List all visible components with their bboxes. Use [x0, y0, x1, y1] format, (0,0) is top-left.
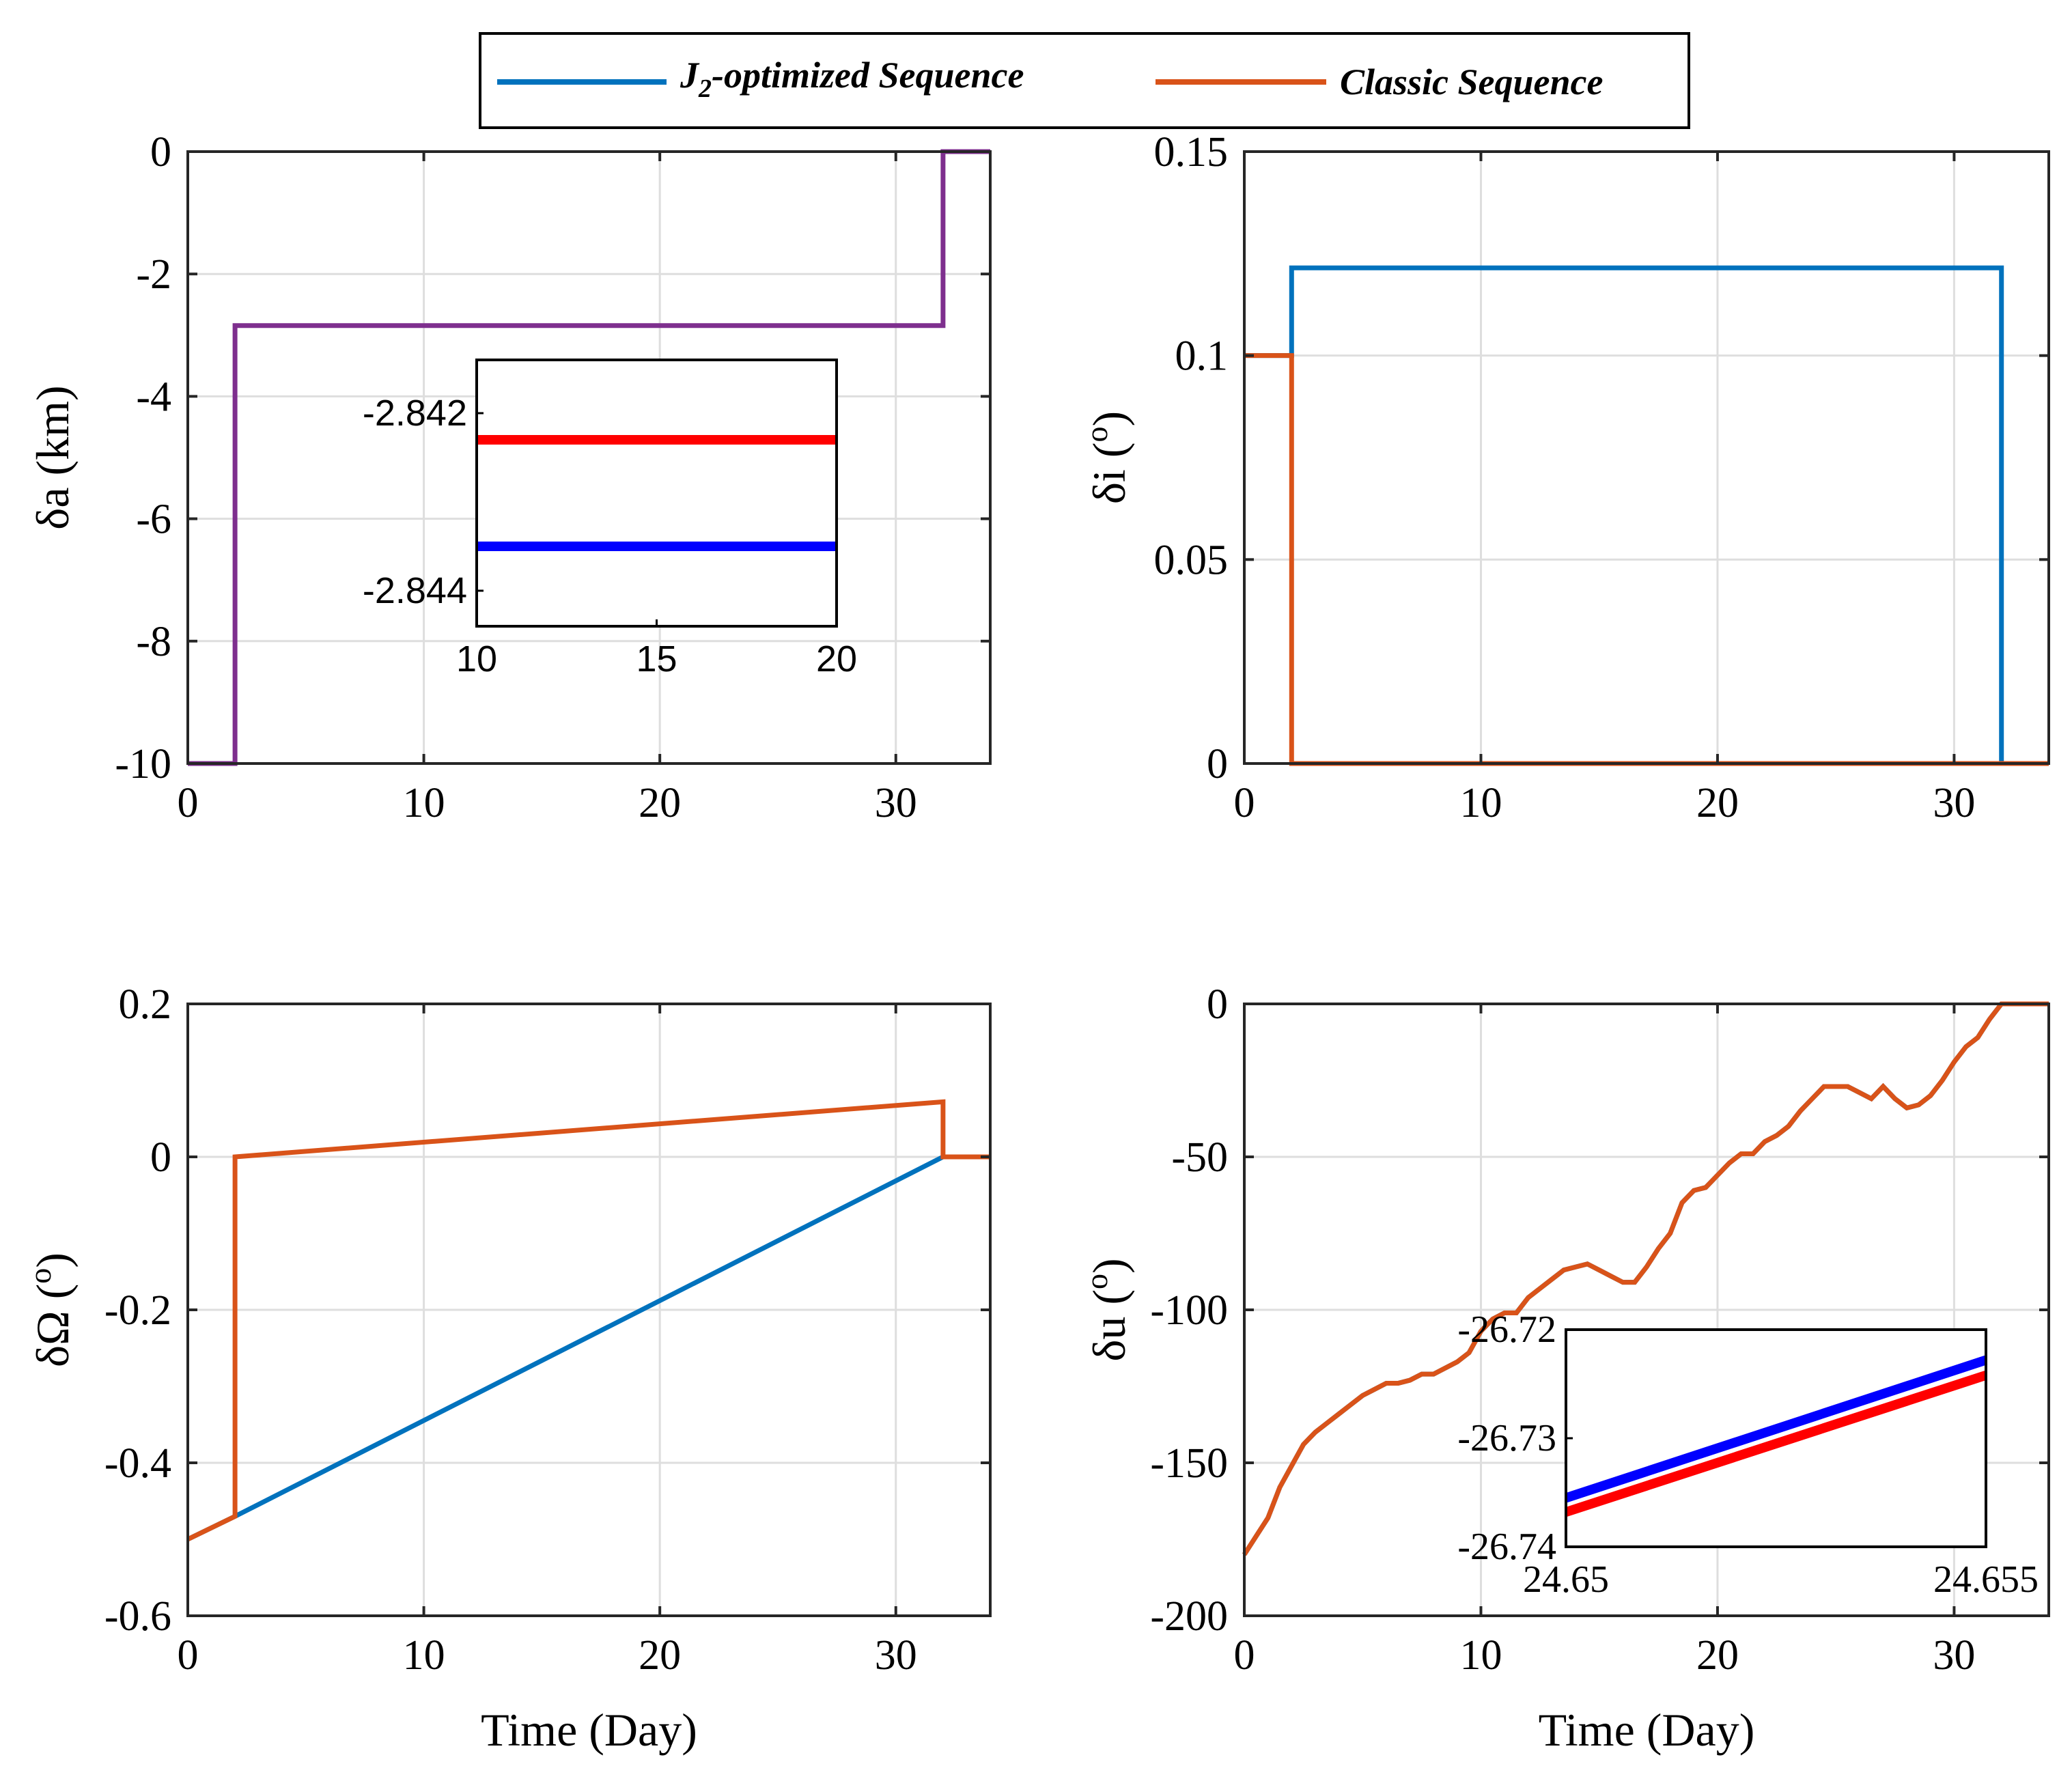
x-tick-label: 30	[875, 1632, 917, 1679]
y-tick-label: -6	[136, 496, 171, 543]
series-line-dOmega-1	[186, 1099, 990, 1542]
x-axis-label-du: Time (Day)	[1539, 1704, 1755, 1756]
x-tick-label: 10	[403, 1632, 445, 1679]
y-tick-label: 0.05	[1154, 537, 1229, 583]
y-tick-label: -50	[1171, 1134, 1228, 1181]
plot-area-di	[1244, 152, 2049, 764]
x-tick-label: 10	[1459, 780, 1502, 826]
inset-x-tick-label: 24.655	[1933, 1558, 2039, 1601]
inset-y-tick-label: -2.844	[363, 570, 467, 611]
legend-box	[479, 32, 1690, 129]
x-tick-label: 20	[1696, 780, 1739, 826]
panel-di: 0 10 20 30 0 0.05 0.1 0.15 δi (o)	[1079, 129, 2050, 826]
series-line-du-1	[1242, 1001, 2049, 1556]
y-tick-label: 0.2	[119, 981, 172, 1028]
y-tick-label: -0.2	[104, 1287, 171, 1334]
inset-x-tick-label: 15	[636, 639, 677, 680]
y-axis-label-di: δi (o)	[1079, 411, 1135, 504]
y-tick-label: -0.6	[104, 1593, 171, 1640]
inset-area-du	[1566, 1330, 1986, 1547]
x-tick-label: 30	[1933, 780, 1975, 826]
inset-y-tick-label: -2.842	[363, 393, 467, 434]
y-tick-label: 0	[150, 1134, 171, 1181]
x-tick-label: 0	[1234, 1632, 1255, 1679]
x-axis-label-dOmega: Time (Day)	[481, 1704, 697, 1756]
y-tick-label: -2	[136, 251, 171, 298]
y-axis-label-da: δa (km)	[27, 385, 79, 529]
x-tick-label: 10	[1459, 1632, 1502, 1679]
x-tick-label: 0	[1234, 780, 1255, 826]
y-axis-label-du: δu (o)	[1079, 1258, 1135, 1361]
inset-x-tick-label: 20	[816, 639, 857, 680]
inset-series-line-du-1	[1564, 1371, 1988, 1517]
axes-box-da	[186, 150, 992, 765]
x-tick-label: 20	[639, 780, 681, 826]
x-tick-label: 20	[639, 1632, 681, 1679]
y-tick-label: -10	[115, 741, 171, 787]
panel-dOmega: 0 10 20 30 -0.6 -0.4 -0.2 0 0.2 δΩ (o) Time (Day)	[23, 981, 992, 1756]
y-tick-label: -100	[1150, 1287, 1228, 1334]
y-tick-label: 0.15	[1154, 129, 1229, 176]
x-tick-label: 20	[1696, 1632, 1739, 1679]
panel-du: 0 10 20 30 -200 -150 -100 -50 0 δu (o) Time (Day) 2…	[1079, 981, 2050, 1756]
inset-y-tick-label: -26.72	[1457, 1308, 1556, 1351]
inset-x-tick-label: 24.65	[1523, 1558, 1609, 1601]
x-tick-label: 30	[875, 780, 917, 826]
inset-y-tick-label: -26.73	[1457, 1417, 1556, 1459]
inset-x-tick-label: 10	[456, 639, 497, 680]
y-tick-label: -150	[1150, 1440, 1228, 1487]
y-tick-label: 0	[1207, 741, 1228, 787]
legend: J2-optimized Sequence Classic Sequence	[479, 32, 1690, 129]
panel-da: 0 10 20 30 -10 -8 -6 -4 -2 0 δa (km) 10 15 20 -2.844 -2…	[27, 129, 992, 826]
y-tick-label: -0.4	[104, 1440, 171, 1487]
axes-box-di	[1243, 150, 2050, 765]
inset-du: 24.65 24.655 -26.74 -26.73 -26.72	[1457, 1308, 2039, 1601]
x-tick-label: 0	[178, 1632, 199, 1679]
x-tick-label: 0	[178, 780, 199, 826]
legend-label-j2: J2-optimized Sequence	[680, 55, 1024, 103]
y-tick-label: -8	[136, 619, 171, 665]
legend-label-classic: Classic Sequence	[1340, 61, 1604, 102]
y-tick-label: -4	[136, 374, 171, 420]
inset-da: 10 15 20 -2.844 -2.842	[363, 359, 857, 680]
y-tick-label: 0.1	[1175, 333, 1229, 380]
inset-series-line-du-0	[1564, 1355, 1988, 1503]
y-tick-label: -200	[1150, 1593, 1228, 1640]
y-tick-label: 0	[150, 129, 171, 176]
y-axis-label-dOmega: δΩ (o)	[23, 1252, 79, 1367]
x-tick-label: 30	[1933, 1632, 1975, 1679]
inset-area-da	[477, 360, 837, 626]
y-tick-label: 0	[1207, 981, 1228, 1028]
x-tick-label: 10	[403, 780, 445, 826]
inset-y-tick-label: -26.74	[1457, 1526, 1556, 1568]
